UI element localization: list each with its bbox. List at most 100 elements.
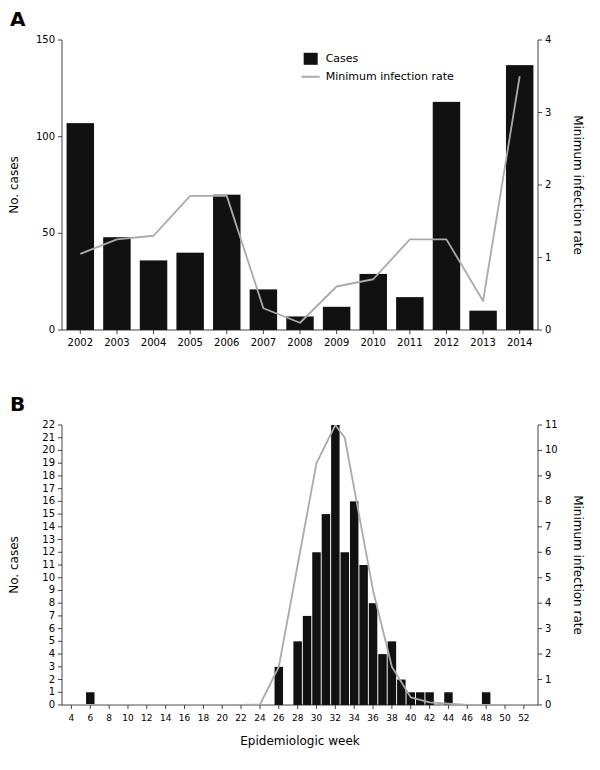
x-tick [241, 705, 242, 709]
legend-label: Minimum infection rate [326, 70, 454, 83]
y2-tick [538, 475, 542, 476]
panel-label: B [10, 392, 25, 416]
bar [86, 692, 94, 705]
x-tick-label: 2006 [214, 337, 239, 348]
y-axis-label: No. cases [7, 536, 21, 594]
y-tick [58, 654, 62, 655]
y-tick-label: 15 [42, 508, 55, 519]
y-tick-label: 22 [42, 419, 55, 430]
x-tick-label: 30 [311, 713, 323, 723]
y2-tick-label: 1 [545, 252, 551, 263]
y-tick [58, 463, 62, 464]
y-tick-label: 7 [49, 610, 55, 621]
bar [469, 311, 496, 330]
x-tick-label: 44 [443, 713, 455, 723]
panel-label: A [10, 7, 26, 31]
bar [312, 552, 320, 705]
x-tick [71, 705, 72, 709]
bar [284, 705, 292, 706]
y2-tick [538, 526, 542, 527]
bar [67, 123, 94, 330]
x-tick [316, 705, 317, 709]
x-tick [109, 705, 110, 709]
bar [482, 692, 490, 705]
legend-box [294, 46, 478, 90]
y2-tick-label: 2 [545, 648, 551, 659]
x-tick-label: 20 [217, 713, 229, 723]
x-tick-label: 22 [235, 713, 246, 723]
x-tick [354, 705, 355, 709]
x-tick [483, 330, 484, 334]
y-tick [58, 233, 62, 234]
y2-tick [538, 450, 542, 451]
x-tick-label: 42 [424, 713, 435, 723]
bar [331, 425, 339, 705]
panel: A050100150012342002200320042005200620072… [7, 7, 585, 348]
x-tick [278, 705, 279, 709]
x-tick [336, 330, 337, 334]
y2-tick [538, 330, 542, 331]
y2-tick [538, 705, 542, 706]
legend-label: Cases [326, 52, 359, 65]
x-tick-label: 2014 [507, 337, 532, 348]
y-tick [58, 136, 62, 137]
x-tick [190, 330, 191, 334]
bar [322, 514, 330, 705]
x-tick [373, 705, 374, 709]
plot-area [71, 425, 523, 705]
y-tick-label: 16 [42, 495, 55, 506]
y2-tick-label: 6 [545, 546, 551, 557]
x-tick-label: 4 [69, 713, 75, 723]
y2-axis-label: Minimum infection rate [571, 115, 585, 255]
y2-tick [538, 654, 542, 655]
x-tick-label: 2010 [361, 337, 386, 348]
y-tick-label: 8 [49, 597, 55, 608]
y2-tick [538, 185, 542, 186]
bar [250, 289, 277, 330]
background [0, 0, 600, 770]
y2-axis-label: Minimum infection rate [571, 495, 585, 635]
y-tick-label: 1 [49, 686, 55, 697]
bar [350, 501, 358, 705]
bar [396, 297, 423, 330]
x-tick-label: 16 [179, 713, 191, 723]
x-tick-label: 2007 [251, 337, 276, 348]
y-tick [58, 40, 62, 41]
x-tick [391, 705, 392, 709]
y-tick [58, 641, 62, 642]
y-tick [58, 590, 62, 591]
y-tick [58, 330, 62, 331]
x-tick [153, 330, 154, 334]
x-tick [505, 705, 506, 709]
bar [176, 253, 203, 330]
y-tick-label: 20 [42, 444, 55, 455]
x-tick-label: 2004 [141, 337, 166, 348]
y2-tick-label: 2 [545, 179, 551, 190]
y-tick-label: 6 [49, 623, 55, 634]
x-tick-label: 2011 [397, 337, 422, 348]
bar [506, 65, 533, 330]
x-tick [373, 330, 374, 334]
y2-tick [538, 628, 542, 629]
x-tick [409, 330, 410, 334]
y-tick [58, 666, 62, 667]
y-tick [58, 450, 62, 451]
x-tick-label: 14 [160, 713, 172, 723]
x-tick-label: 18 [198, 713, 210, 723]
y2-tick [538, 552, 542, 553]
bar [103, 237, 130, 330]
x-tick [127, 705, 128, 709]
bar [323, 307, 350, 330]
y-tick-label: 21 [42, 432, 55, 443]
y2-axis-line [538, 425, 539, 705]
y-tick-label: 2 [49, 674, 55, 685]
y-tick [58, 475, 62, 476]
x-tick [116, 330, 117, 334]
y-tick [58, 565, 62, 566]
x-tick [184, 705, 185, 709]
y-tick-label: 13 [42, 534, 55, 545]
bar [360, 274, 387, 330]
figure: A050100150012342002200320042005200620072… [0, 0, 600, 770]
x-tick-label: 2003 [104, 337, 129, 348]
x-tick [523, 705, 524, 709]
